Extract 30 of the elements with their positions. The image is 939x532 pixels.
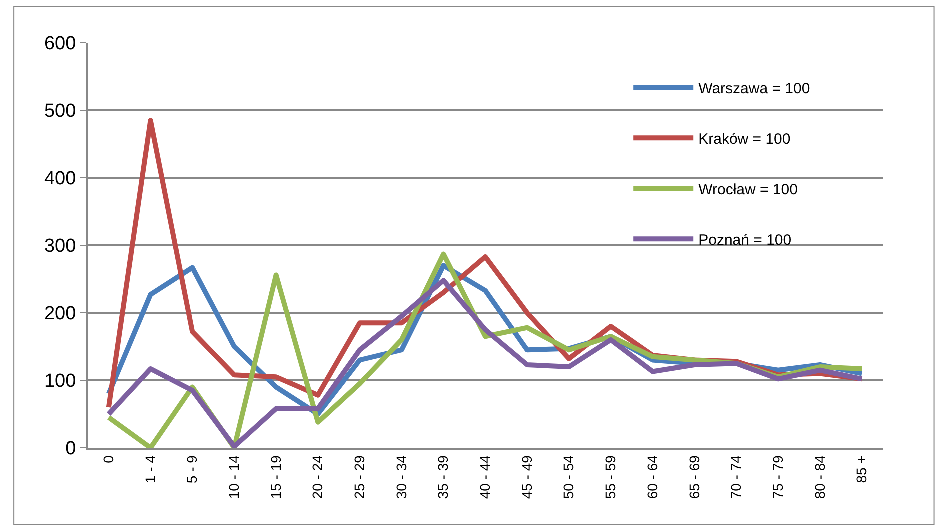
x-tick-label: 70 - 74 bbox=[728, 455, 744, 500]
y-tick-label: 500 bbox=[44, 101, 76, 122]
y-tick-label: 400 bbox=[44, 168, 76, 190]
legend-label: Kraków = 100 bbox=[698, 130, 791, 148]
legend-label: Warszawa = 100 bbox=[698, 80, 810, 98]
legend-label: Wrocław = 100 bbox=[698, 181, 798, 198]
x-tick-label: 10 - 14 bbox=[226, 455, 242, 500]
x-tick-label: 30 - 34 bbox=[393, 455, 410, 500]
x-tick-label: 15 - 19 bbox=[268, 455, 284, 500]
y-tick-label: 100 bbox=[44, 371, 76, 392]
x-tick-label: 5 - 9 bbox=[184, 455, 200, 484]
x-tick-label: 0 bbox=[100, 455, 116, 464]
x-tick-label: 60 - 64 bbox=[644, 455, 660, 500]
legend-label: Poznań = 100 bbox=[698, 232, 792, 249]
x-tick-label: 1 - 4 bbox=[142, 455, 158, 484]
x-tick-label: 45 - 49 bbox=[518, 455, 535, 500]
x-tick-label: 80 - 84 bbox=[812, 455, 828, 500]
y-tick-label: 200 bbox=[44, 304, 76, 325]
x-tick-label: 50 - 54 bbox=[560, 455, 577, 500]
y-tick-label: 300 bbox=[44, 236, 76, 258]
x-tick-label: 65 - 69 bbox=[686, 455, 702, 500]
x-tick-label: 55 - 59 bbox=[602, 455, 619, 500]
y-tick-label: 600 bbox=[44, 34, 76, 55]
x-tick-label: 25 - 29 bbox=[352, 455, 368, 500]
x-tick-label: 85 + bbox=[854, 456, 870, 484]
y-tick-label: 0 bbox=[66, 438, 76, 460]
x-tick-label: 75 - 79 bbox=[770, 455, 786, 500]
x-tick-label: 40 - 44 bbox=[477, 455, 494, 500]
x-tick-label: 35 - 39 bbox=[435, 455, 452, 500]
x-tick-label: 20 - 24 bbox=[310, 455, 326, 500]
